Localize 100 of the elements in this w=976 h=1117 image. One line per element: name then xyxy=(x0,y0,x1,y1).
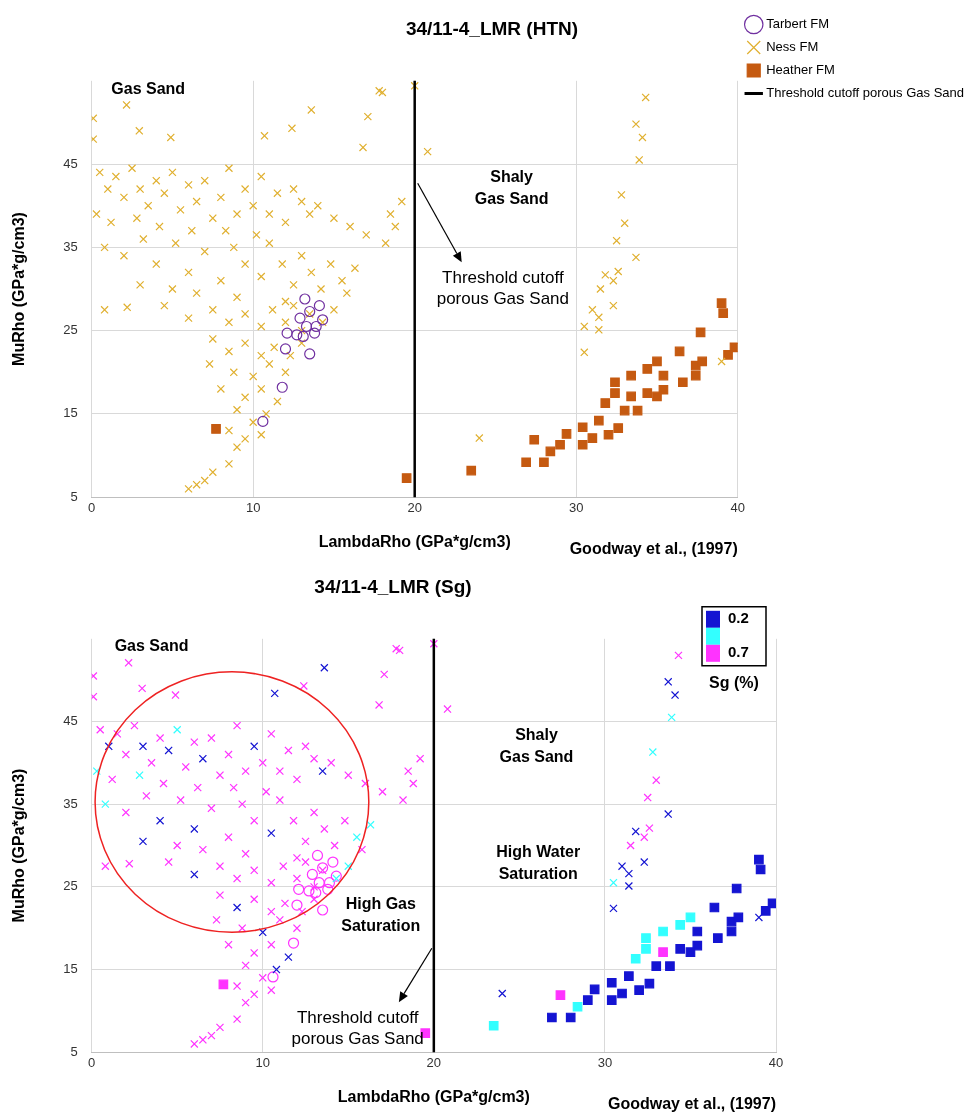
point xyxy=(539,457,549,468)
point xyxy=(299,293,311,305)
point xyxy=(695,327,706,338)
point xyxy=(138,742,148,751)
point xyxy=(609,878,618,887)
point xyxy=(308,327,321,339)
point xyxy=(631,827,640,836)
x-axis-title: LambdaRho (GPa*g/cm3) xyxy=(337,1087,530,1105)
y-tick-label: 5 xyxy=(70,488,78,504)
point xyxy=(603,429,614,440)
point xyxy=(664,809,673,819)
point xyxy=(685,947,696,957)
point xyxy=(754,854,764,865)
point xyxy=(712,933,723,943)
point xyxy=(529,434,540,445)
point xyxy=(313,877,325,889)
y-tick-label: 25 xyxy=(63,322,78,338)
ref-line-label: Threshold cutoff porous Gas Sand xyxy=(436,267,570,308)
point xyxy=(651,961,662,972)
y-tick-label: 5 xyxy=(70,1043,78,1059)
point xyxy=(281,327,293,339)
point xyxy=(300,320,313,333)
point xyxy=(718,308,729,318)
point xyxy=(626,370,636,381)
point xyxy=(257,415,269,428)
point xyxy=(344,862,353,871)
point xyxy=(667,713,676,722)
annotation: Shaly Gas Sand xyxy=(474,168,549,208)
point xyxy=(466,465,477,476)
point xyxy=(754,913,764,922)
x-tick-label: 30 xyxy=(597,1054,613,1070)
point xyxy=(366,820,375,829)
point xyxy=(267,828,276,838)
point xyxy=(198,754,207,763)
point xyxy=(617,862,627,871)
y-axis-title: MuRho (GPa*g/cm3) xyxy=(10,212,28,366)
point xyxy=(190,870,199,879)
point xyxy=(270,689,279,698)
point xyxy=(610,388,620,398)
point xyxy=(640,857,649,867)
point xyxy=(613,423,624,433)
point xyxy=(211,424,221,434)
point xyxy=(498,989,507,998)
point xyxy=(624,869,633,878)
point xyxy=(641,933,651,943)
point xyxy=(317,904,329,916)
point xyxy=(291,329,303,341)
point xyxy=(642,364,653,374)
point xyxy=(634,985,644,996)
annotation: Gas Sand xyxy=(111,79,186,97)
legend-label: Ness FM xyxy=(766,39,819,55)
point xyxy=(652,356,662,367)
point xyxy=(318,766,327,776)
point xyxy=(101,800,110,809)
y-tick-label: 35 xyxy=(63,238,78,254)
chart-title: 34/11-4_LMR (HTN) xyxy=(405,17,579,39)
text: Goodway et al., (1997) xyxy=(607,1095,776,1112)
point xyxy=(332,874,341,883)
point xyxy=(617,988,627,999)
point xyxy=(287,937,300,949)
point xyxy=(658,926,668,937)
y-tick-label: 45 xyxy=(63,713,78,729)
point xyxy=(555,439,565,450)
point xyxy=(317,314,329,326)
point xyxy=(320,663,329,672)
point xyxy=(547,1012,557,1023)
chart-title: 34/11-4_LMR (Sg) xyxy=(314,575,472,597)
point xyxy=(630,953,641,964)
point xyxy=(306,868,318,881)
point xyxy=(697,356,708,367)
point xyxy=(692,926,703,937)
point xyxy=(272,965,281,974)
point xyxy=(313,300,325,312)
point xyxy=(609,904,618,913)
point xyxy=(327,856,339,868)
point xyxy=(729,342,738,353)
point xyxy=(610,377,620,388)
point xyxy=(664,677,673,686)
point xyxy=(658,947,668,957)
point xyxy=(587,433,598,443)
point xyxy=(561,429,572,439)
point xyxy=(677,377,688,388)
point xyxy=(624,971,634,981)
x-tick-label: 10 xyxy=(245,499,261,515)
point xyxy=(190,824,199,834)
point xyxy=(606,977,617,988)
point xyxy=(173,725,182,734)
y-axis-title: MuRho (GPa*g/cm3) xyxy=(10,768,28,923)
point xyxy=(600,398,611,408)
point xyxy=(565,1012,576,1023)
point xyxy=(304,348,316,360)
point xyxy=(716,298,727,308)
point xyxy=(294,312,306,324)
point xyxy=(723,349,733,360)
point xyxy=(606,995,617,1005)
point xyxy=(291,899,303,911)
point xyxy=(488,1020,499,1031)
point xyxy=(276,381,288,393)
point xyxy=(767,898,776,909)
annotation: High Water Saturation xyxy=(496,843,581,883)
